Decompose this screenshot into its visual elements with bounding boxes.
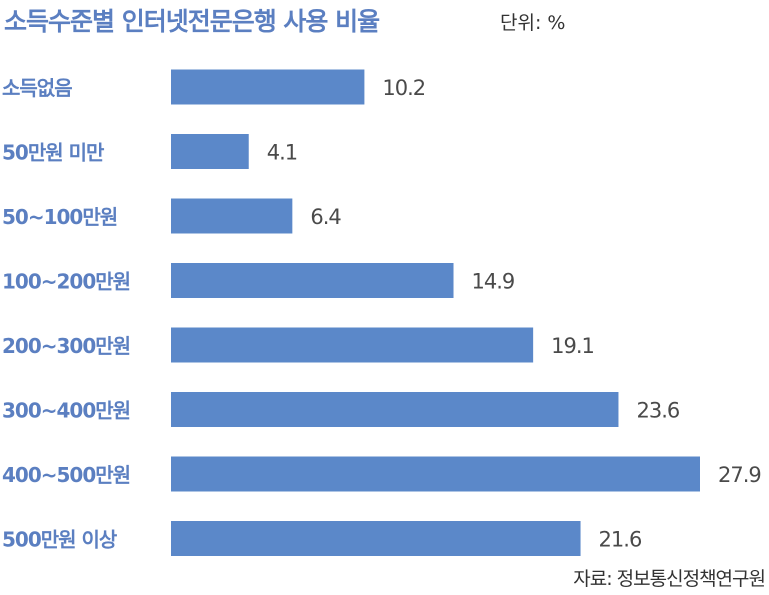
bar [171,327,534,363]
category-label: 200~300만원 [2,334,130,358]
category-label: 100~200만원 [2,270,130,294]
value-label: 10.2 [382,76,425,100]
chart-title: 소득수준별 인터넷전문은행 사용 비율 [4,7,380,36]
category-label: 500만원 이상 [2,528,118,552]
bar [171,69,365,105]
category-label: 300~400만원 [2,399,130,423]
category-label: 400~500만원 [2,463,130,487]
unit-label: 단위: % [500,12,566,34]
bar [171,263,454,298]
bar [171,456,700,492]
bar [171,521,581,556]
value-label: 6.4 [310,205,341,229]
category-label: 50만원 미만 [2,141,105,165]
category-label: 50~100만원 [2,205,117,229]
source-note: 자료: 정보통신정책연구원 [573,568,766,590]
value-label: 23.6 [636,399,679,423]
value-label: 4.1 [267,141,297,165]
value-label: 27.9 [718,463,761,487]
bar [171,198,293,234]
bars-group: 소득없음 10.2 50만원 미만 4.1 50~100만원 6.4 100~200만원 14… [2,69,762,556]
bar [171,134,249,169]
bar [171,392,619,427]
category-label: 소득없음 [2,76,72,100]
value-label: 14.9 [472,270,515,294]
value-label: 19.1 [551,334,594,358]
value-label: 21.6 [599,528,642,552]
